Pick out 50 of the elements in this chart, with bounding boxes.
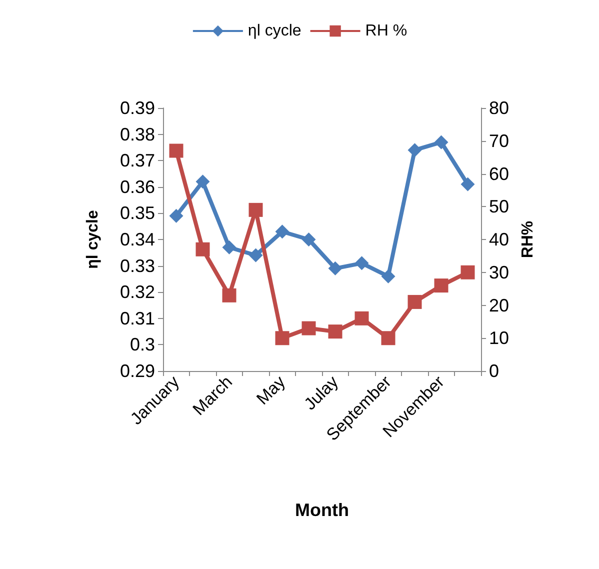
point bbox=[434, 135, 448, 150]
point bbox=[354, 311, 369, 326]
y-tick-label: 0.36 bbox=[120, 176, 155, 197]
point bbox=[196, 174, 210, 189]
y2-tick-label: 10 bbox=[489, 328, 510, 348]
y2-tick-label: 40 bbox=[489, 230, 510, 250]
y-tick-label: 0.29 bbox=[120, 361, 155, 381]
y-tick-label: 0.37 bbox=[120, 150, 155, 171]
legend-label: ηl cycle bbox=[248, 22, 302, 40]
y2-tick-label: 20 bbox=[489, 295, 510, 316]
y-tick-label: 0.33 bbox=[120, 256, 155, 276]
point bbox=[248, 248, 263, 262]
y-tick-label: 0.31 bbox=[120, 308, 155, 328]
y-axis-title: ηl cycle bbox=[84, 210, 102, 269]
y2-axis-title: RH% bbox=[519, 220, 536, 258]
point bbox=[460, 177, 475, 192]
y-tick-label: 0.3 bbox=[130, 334, 155, 355]
point bbox=[169, 208, 184, 223]
point bbox=[302, 232, 316, 246]
point bbox=[408, 143, 422, 158]
point bbox=[381, 331, 396, 346]
point bbox=[196, 242, 210, 256]
point bbox=[460, 265, 475, 280]
point bbox=[248, 202, 263, 217]
point bbox=[275, 224, 290, 239]
y2-tick-label: 50 bbox=[489, 196, 510, 217]
y2-tick-label: 80 bbox=[489, 98, 510, 118]
y-tick-label: 0.35 bbox=[120, 203, 155, 224]
x-tick-label: May bbox=[252, 372, 290, 408]
y2-tick-label: 0 bbox=[489, 361, 500, 381]
y2-tick-label: 60 bbox=[489, 164, 510, 184]
point bbox=[302, 321, 316, 336]
point bbox=[434, 278, 448, 293]
point bbox=[354, 256, 369, 270]
y-tick-label: 0.39 bbox=[120, 98, 155, 118]
y-tick-label: 0.32 bbox=[120, 282, 155, 302]
point bbox=[408, 294, 422, 309]
y-tick-label: 0.38 bbox=[120, 124, 155, 144]
point bbox=[169, 144, 184, 158]
y2-tick-label: 30 bbox=[489, 262, 510, 282]
point bbox=[222, 240, 236, 254]
y2-tick-label: 70 bbox=[489, 130, 510, 151]
y-tick-label: 0.34 bbox=[120, 230, 155, 250]
point bbox=[328, 324, 342, 339]
legend-label: RH % bbox=[365, 22, 408, 40]
point bbox=[275, 331, 290, 346]
point bbox=[328, 261, 342, 276]
x-axis-title: Month bbox=[295, 500, 349, 520]
point bbox=[222, 288, 236, 302]
point bbox=[381, 269, 396, 284]
